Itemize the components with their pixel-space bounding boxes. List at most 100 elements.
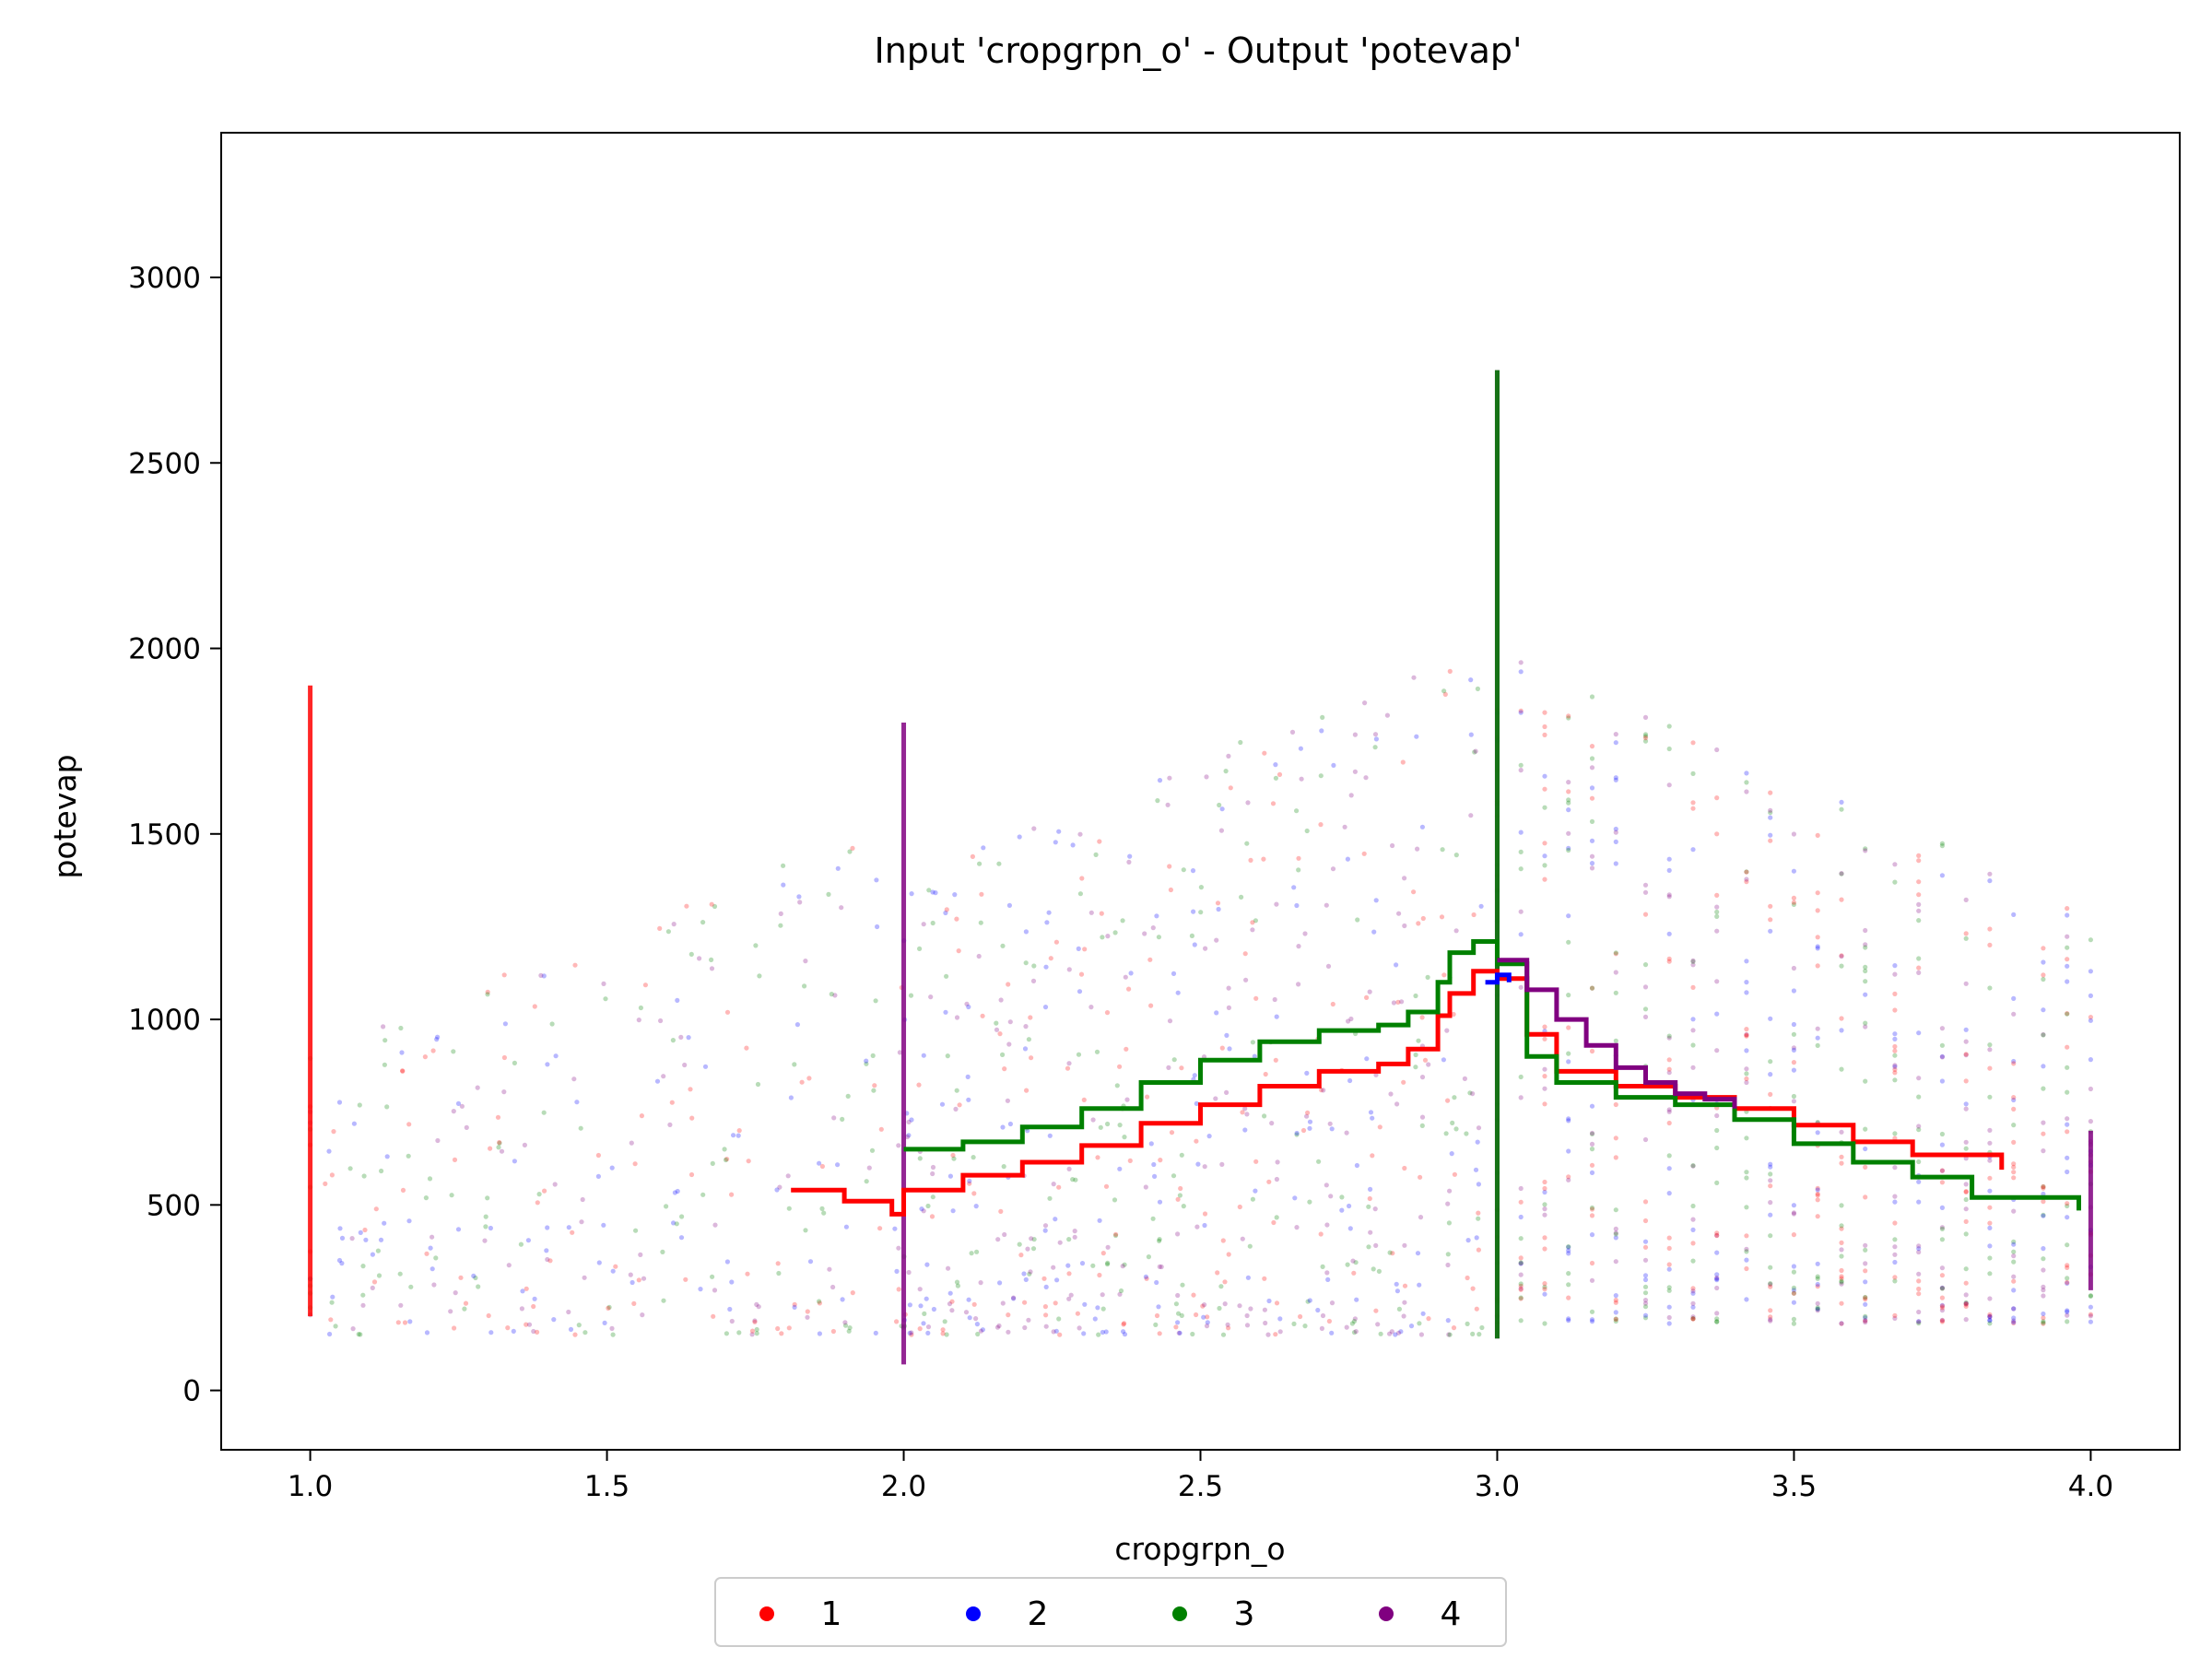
scatter-point — [2065, 1280, 2069, 1285]
x-tick-label: 2.5 — [1178, 1470, 1223, 1503]
scatter-point — [1465, 1322, 1470, 1326]
scatter-point — [671, 1038, 676, 1042]
scatter-point — [1987, 872, 1992, 877]
scatter-point — [1816, 908, 1820, 912]
scatter-point — [2088, 1018, 2093, 1023]
scatter-point — [596, 1153, 601, 1158]
scatter-point — [1690, 1218, 1695, 1222]
scatter-point — [779, 1331, 783, 1335]
scatter-point — [1276, 1159, 1280, 1164]
scatter-point — [1345, 1131, 1349, 1135]
scatter-point — [1667, 1315, 1672, 1320]
scatter-point — [1463, 1077, 1467, 1081]
scatter-point — [1142, 931, 1147, 935]
scatter-point — [1402, 1300, 1406, 1305]
scatter-point — [1839, 1268, 1843, 1273]
scatter-point — [1667, 1067, 1672, 1072]
scatter-point — [1023, 1024, 1028, 1029]
scatter-point — [1792, 1022, 1796, 1027]
scatter-point — [1296, 982, 1300, 986]
scatter-point — [1223, 1301, 1228, 1306]
scatter-point — [1066, 1297, 1071, 1301]
scatter-point — [918, 1156, 923, 1160]
scatter-point — [456, 1227, 461, 1231]
scatter-point — [1099, 1125, 1103, 1130]
scatter-point — [661, 1299, 665, 1303]
scatter-point — [1892, 992, 1897, 996]
scatter-point — [1026, 1318, 1030, 1323]
scatter-point — [1301, 1128, 1306, 1133]
scatter-point — [1403, 1284, 1407, 1288]
scatter-point — [1172, 1057, 1177, 1062]
scatter-point — [451, 1049, 455, 1053]
scatter-point — [570, 1230, 574, 1235]
scatter-point — [1369, 1110, 1373, 1114]
scatter-point — [1643, 1245, 1648, 1250]
scatter-point — [1566, 1271, 1571, 1276]
scatter-point — [1566, 993, 1571, 997]
scatter-point — [1476, 687, 1480, 691]
scatter-point — [1667, 1191, 1672, 1195]
scatter-point — [1469, 733, 1474, 737]
scatter-point — [1566, 1059, 1571, 1064]
scatter-point — [1768, 1092, 1772, 1097]
scatter-point — [1321, 1265, 1325, 1269]
scatter-point — [1892, 862, 1897, 866]
scatter-point — [462, 1307, 466, 1312]
scatter-point — [1863, 1165, 1867, 1170]
scatter-point — [682, 1063, 687, 1067]
scatter-point — [1326, 964, 1331, 969]
scatter-point — [1324, 1270, 1329, 1275]
scatter-point — [1839, 871, 1843, 876]
scatter-point — [1987, 985, 1992, 990]
scatter-point — [1117, 1065, 1122, 1069]
scatter-point — [1054, 940, 1059, 945]
scatter-point — [1027, 1037, 1031, 1041]
scatter-point — [2041, 1132, 2045, 1136]
scatter-point — [1816, 1027, 1820, 1031]
scatter-point — [1839, 954, 1843, 959]
scatter-point — [1031, 1246, 1036, 1251]
scatter-point — [2011, 1061, 2016, 1065]
scatter-point — [1590, 1206, 1594, 1210]
scatter-point — [1643, 883, 1648, 888]
scatter-point — [817, 1299, 821, 1303]
scatter-point — [1290, 730, 1295, 735]
scatter-point — [1744, 1135, 1748, 1140]
scatter-point — [967, 1298, 971, 1302]
scatter-point — [1044, 1285, 1049, 1289]
scatter-point — [1277, 1316, 1282, 1321]
scatter-point — [520, 1306, 524, 1311]
scatter-point — [1227, 1046, 1231, 1051]
scatter-point — [1792, 1322, 1796, 1326]
scatter-point — [1839, 1203, 1843, 1207]
scatter-point — [1226, 1323, 1230, 1327]
scatter-point — [1123, 1332, 1127, 1336]
scatter-point — [2065, 1319, 2069, 1324]
scatter-point — [1402, 1166, 1406, 1171]
scatter-point — [1916, 966, 1921, 971]
scatter-point — [666, 929, 671, 934]
scatter-point — [1264, 1072, 1268, 1077]
scatter-point — [1667, 1034, 1672, 1039]
scatter-point — [471, 1274, 476, 1278]
x-tick-label: 1.5 — [584, 1470, 629, 1503]
scatter-point — [1444, 1131, 1449, 1135]
scatter-point — [519, 1242, 524, 1247]
scatter-point — [1067, 967, 1072, 971]
scatter-point — [952, 892, 957, 897]
scatter-point — [793, 1305, 797, 1310]
scatter-point — [1566, 807, 1571, 812]
scatter-point — [1892, 1253, 1897, 1257]
scatter-point — [1145, 1095, 1149, 1100]
scatter-point — [1057, 1333, 1062, 1337]
scatter-point — [1614, 778, 1618, 782]
scatter-point — [1229, 785, 1233, 790]
scatter-point — [683, 1277, 688, 1282]
scatter-point — [922, 1312, 926, 1316]
scatter-point — [1144, 1184, 1148, 1189]
scatter-point — [1274, 776, 1278, 781]
scatter-point — [502, 972, 507, 977]
scatter-point — [1792, 1264, 1796, 1268]
scatter-point — [1863, 928, 1867, 933]
